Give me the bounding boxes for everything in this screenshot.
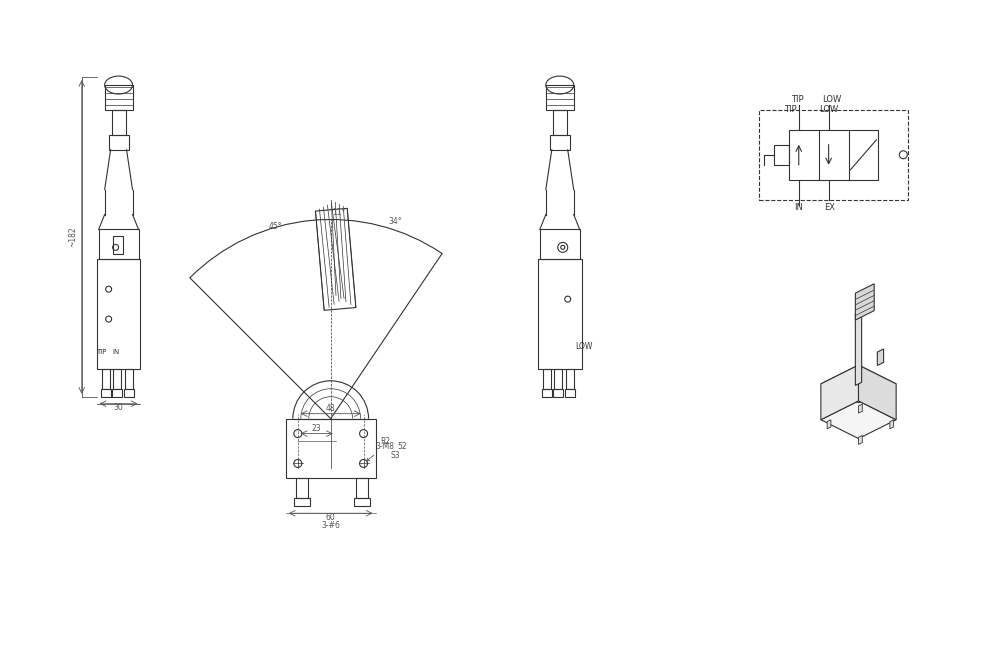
Bar <box>538 260 582 369</box>
Bar <box>356 478 368 498</box>
Polygon shape <box>821 365 896 403</box>
Bar <box>286 419 376 478</box>
Bar <box>553 110 567 135</box>
Bar <box>97 260 140 369</box>
Text: 3-M8: 3-M8 <box>366 442 395 461</box>
Text: 60: 60 <box>326 513 336 522</box>
Bar <box>759 110 908 199</box>
Text: LOW: LOW <box>819 105 838 114</box>
Bar <box>296 478 308 498</box>
Polygon shape <box>890 419 894 429</box>
Polygon shape <box>821 401 896 439</box>
Bar <box>109 135 129 150</box>
Bar <box>565 389 575 397</box>
Text: 48: 48 <box>326 403 336 413</box>
Text: 52: 52 <box>397 442 407 450</box>
Bar <box>554 369 562 389</box>
Bar <box>101 389 111 397</box>
Bar <box>553 389 563 397</box>
Bar <box>112 110 126 135</box>
Bar <box>105 85 133 110</box>
Text: S3: S3 <box>390 452 400 460</box>
Polygon shape <box>827 419 831 429</box>
Bar <box>113 236 123 254</box>
Bar <box>543 369 551 389</box>
Polygon shape <box>821 365 859 419</box>
Text: 30: 30 <box>114 403 123 411</box>
Text: 23: 23 <box>312 423 322 433</box>
Polygon shape <box>855 310 862 385</box>
Text: 3-#6: 3-#6 <box>321 521 340 531</box>
Bar <box>540 229 580 260</box>
Bar <box>113 369 121 389</box>
Polygon shape <box>859 365 896 419</box>
Bar <box>546 85 574 110</box>
Text: R2: R2 <box>380 437 391 446</box>
Text: 45°: 45° <box>269 222 283 231</box>
Bar <box>125 369 133 389</box>
Text: IN: IN <box>794 203 803 211</box>
Bar <box>542 389 552 397</box>
Text: 34°: 34° <box>389 217 402 227</box>
Polygon shape <box>859 404 862 413</box>
Text: 11°: 11° <box>332 207 345 217</box>
Text: LOW: LOW <box>822 95 841 104</box>
Polygon shape <box>855 284 874 320</box>
Text: EX: EX <box>824 203 835 211</box>
Bar <box>294 498 310 506</box>
Text: ~182: ~182 <box>68 227 77 248</box>
Polygon shape <box>877 349 884 365</box>
Bar <box>99 229 139 260</box>
Text: LOW: LOW <box>576 342 593 351</box>
Bar <box>774 145 789 165</box>
Text: TIP: TIP <box>791 95 803 104</box>
Bar <box>124 389 134 397</box>
Bar <box>789 130 878 180</box>
Bar <box>566 369 574 389</box>
Bar <box>550 135 570 150</box>
Text: TIP: TIP <box>96 349 107 355</box>
Text: IN: IN <box>112 349 119 355</box>
Bar <box>354 498 370 506</box>
Text: TIP: TIP <box>784 105 797 114</box>
Bar <box>102 369 110 389</box>
Polygon shape <box>859 436 862 444</box>
Bar <box>112 389 122 397</box>
